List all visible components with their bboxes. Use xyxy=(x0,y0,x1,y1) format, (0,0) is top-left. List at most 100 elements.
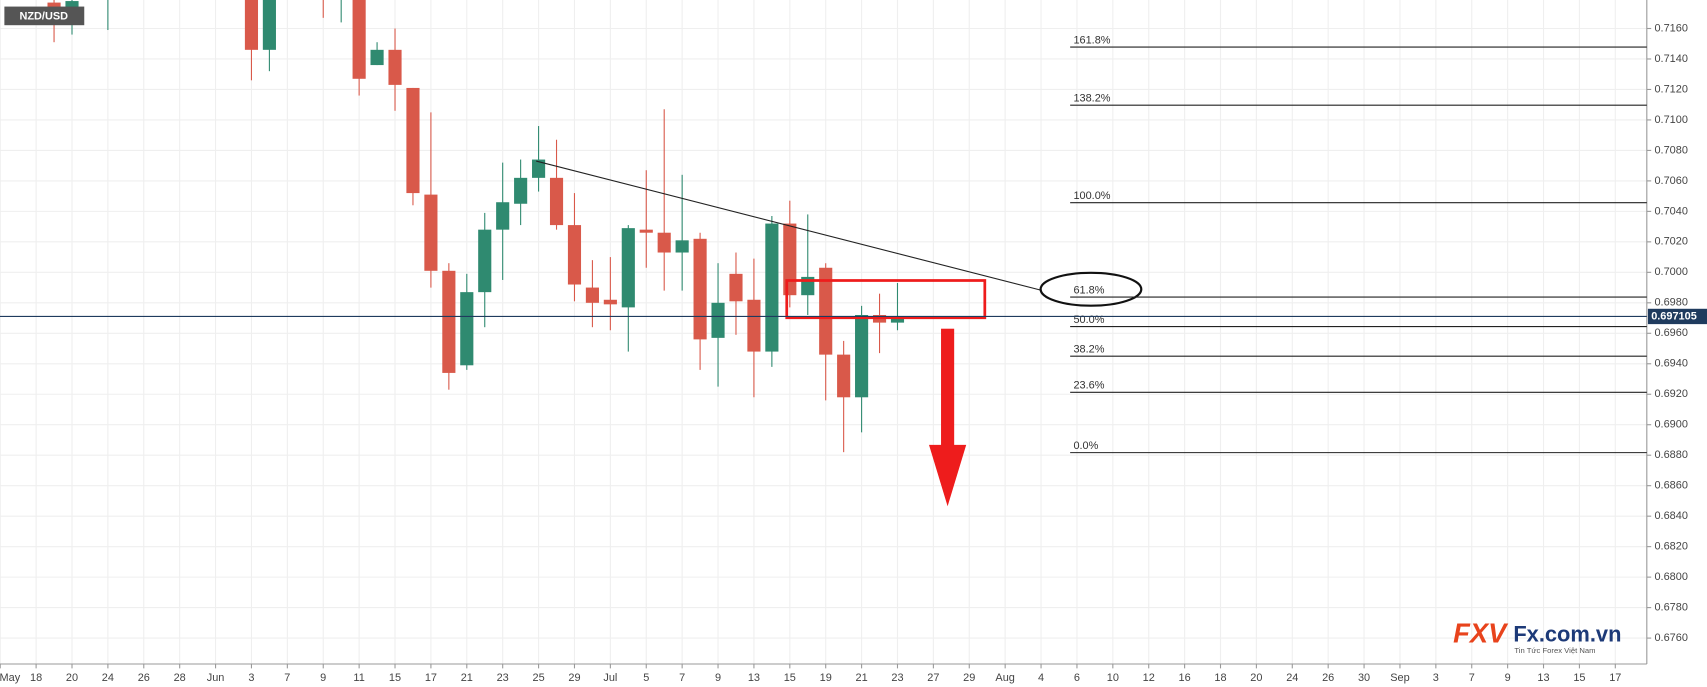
x-tick-label: 7 xyxy=(284,672,290,684)
y-tick-label: 0.7060 xyxy=(1654,175,1687,187)
y-tick-label: 0.7120 xyxy=(1654,83,1687,95)
y-tick-label: 0.6760 xyxy=(1654,632,1687,644)
x-tick-label: 28 xyxy=(174,672,186,684)
y-tick-label: 0.6900 xyxy=(1654,419,1687,431)
candle-body xyxy=(765,223,779,352)
x-tick-label: 6 xyxy=(1074,672,1080,684)
x-tick-label: 23 xyxy=(891,672,903,684)
y-tick-label: 0.6840 xyxy=(1654,510,1687,522)
y-tick-label: 0.6860 xyxy=(1654,480,1687,492)
last-price-label: 0.697105 xyxy=(1651,310,1697,322)
candle-body xyxy=(47,2,61,9)
candle-body xyxy=(388,49,402,85)
x-tick-label: 12 xyxy=(1143,672,1155,684)
x-tick-label: 24 xyxy=(102,672,114,684)
candle-body xyxy=(603,299,617,305)
y-tick-label: 0.7040 xyxy=(1654,205,1687,217)
y-tick-label: 0.6980 xyxy=(1654,297,1687,309)
candle-body xyxy=(567,225,582,285)
x-tick-label: 3 xyxy=(248,672,254,684)
y-tick-label: 0.6940 xyxy=(1654,358,1687,370)
candle-body xyxy=(244,0,259,50)
x-tick-label: 30 xyxy=(1358,672,1370,684)
x-tick-label: 4 xyxy=(1038,672,1044,684)
x-tick-label: 19 xyxy=(820,672,832,684)
x-tick-label: 17 xyxy=(1609,672,1621,684)
watermark-brand: FXV xyxy=(1453,618,1509,649)
x-tick-label: 24 xyxy=(1286,672,1298,684)
candle-body xyxy=(819,267,833,355)
watermark: FXV Fx.com.vn Tin Tức Forex Việt Nam xyxy=(1453,618,1621,655)
symbol-badge xyxy=(4,6,85,26)
chart-title: NZD/USD xyxy=(19,10,68,22)
fib-label: 38.2% xyxy=(1073,343,1104,355)
x-tick-label: 17 xyxy=(425,672,437,684)
x-tick-label: 29 xyxy=(568,672,580,684)
fib-label: 61.8% xyxy=(1073,284,1104,296)
fib-label: 138.2% xyxy=(1073,92,1110,104)
candle-body xyxy=(693,238,707,340)
x-tick-label: 7 xyxy=(1469,672,1475,684)
highlight-box xyxy=(785,279,987,320)
watermark-site: Fx.com.vn xyxy=(1513,621,1621,646)
y-tick-label: 0.6820 xyxy=(1654,541,1687,553)
x-tick-label: Aug xyxy=(995,672,1014,684)
y-tick-label: 0.7100 xyxy=(1654,114,1687,126)
candle-body xyxy=(496,202,510,230)
arrow-head xyxy=(929,444,967,507)
candle-body xyxy=(855,315,869,398)
candle-body xyxy=(478,229,492,293)
fib-label: 100.0% xyxy=(1073,190,1110,202)
x-tick-label: 7 xyxy=(679,672,685,684)
x-tick-label: 9 xyxy=(320,672,326,684)
fib-label: 161.8% xyxy=(1073,34,1110,46)
arrow-shaft xyxy=(941,328,955,448)
fib-label: 50.0% xyxy=(1073,314,1104,326)
y-tick-label: 0.6800 xyxy=(1654,571,1687,583)
x-tick-label: Sep xyxy=(1390,672,1409,684)
x-tick-label: 10 xyxy=(1107,672,1119,684)
candle-body xyxy=(370,49,384,66)
x-tick-label: 18 xyxy=(30,672,42,684)
candle-body xyxy=(837,354,851,398)
highlight-ellipse xyxy=(1039,271,1143,307)
candle-body xyxy=(890,316,905,323)
candle-body xyxy=(675,240,689,253)
candle-body xyxy=(352,0,366,79)
y-tick-label: 0.7020 xyxy=(1654,236,1687,248)
fib-label: 23.6% xyxy=(1073,380,1104,392)
candle-body xyxy=(406,87,420,194)
candle-body xyxy=(262,0,276,50)
x-tick-label: 13 xyxy=(1537,672,1549,684)
candle-body xyxy=(442,270,456,373)
candle-body xyxy=(585,287,599,303)
x-tick-label: 15 xyxy=(389,672,401,684)
fib-label: 0.0% xyxy=(1073,440,1098,452)
x-tick-label: Jun xyxy=(207,672,225,684)
candle-body xyxy=(783,223,797,296)
candle-body xyxy=(711,302,725,338)
x-tick-label: 23 xyxy=(497,672,509,684)
candle-body xyxy=(424,194,438,271)
candle-body xyxy=(514,177,528,204)
y-tick-label: 0.6960 xyxy=(1654,327,1687,339)
x-tick-label: 29 xyxy=(963,672,975,684)
candle-body xyxy=(621,228,635,308)
candle-body xyxy=(747,299,761,352)
x-tick-label: 9 xyxy=(715,672,721,684)
y-tick-label: 0.6780 xyxy=(1654,601,1687,613)
candle-body xyxy=(549,177,564,226)
candle-body xyxy=(65,1,79,9)
x-tick-label: 21 xyxy=(856,672,868,684)
x-tick-label: 13 xyxy=(748,672,760,684)
candles xyxy=(47,0,905,453)
x-tick-label: 9 xyxy=(1505,672,1511,684)
x-tick-label: Jul xyxy=(603,672,617,684)
x-tick-label: 26 xyxy=(138,672,150,684)
watermark-tagline: Tin Tức Forex Việt Nam xyxy=(1514,646,1595,655)
last-price-badge xyxy=(1647,308,1707,325)
x-tick-label: 26 xyxy=(1322,672,1334,684)
x-tick-label: 16 xyxy=(1179,672,1191,684)
